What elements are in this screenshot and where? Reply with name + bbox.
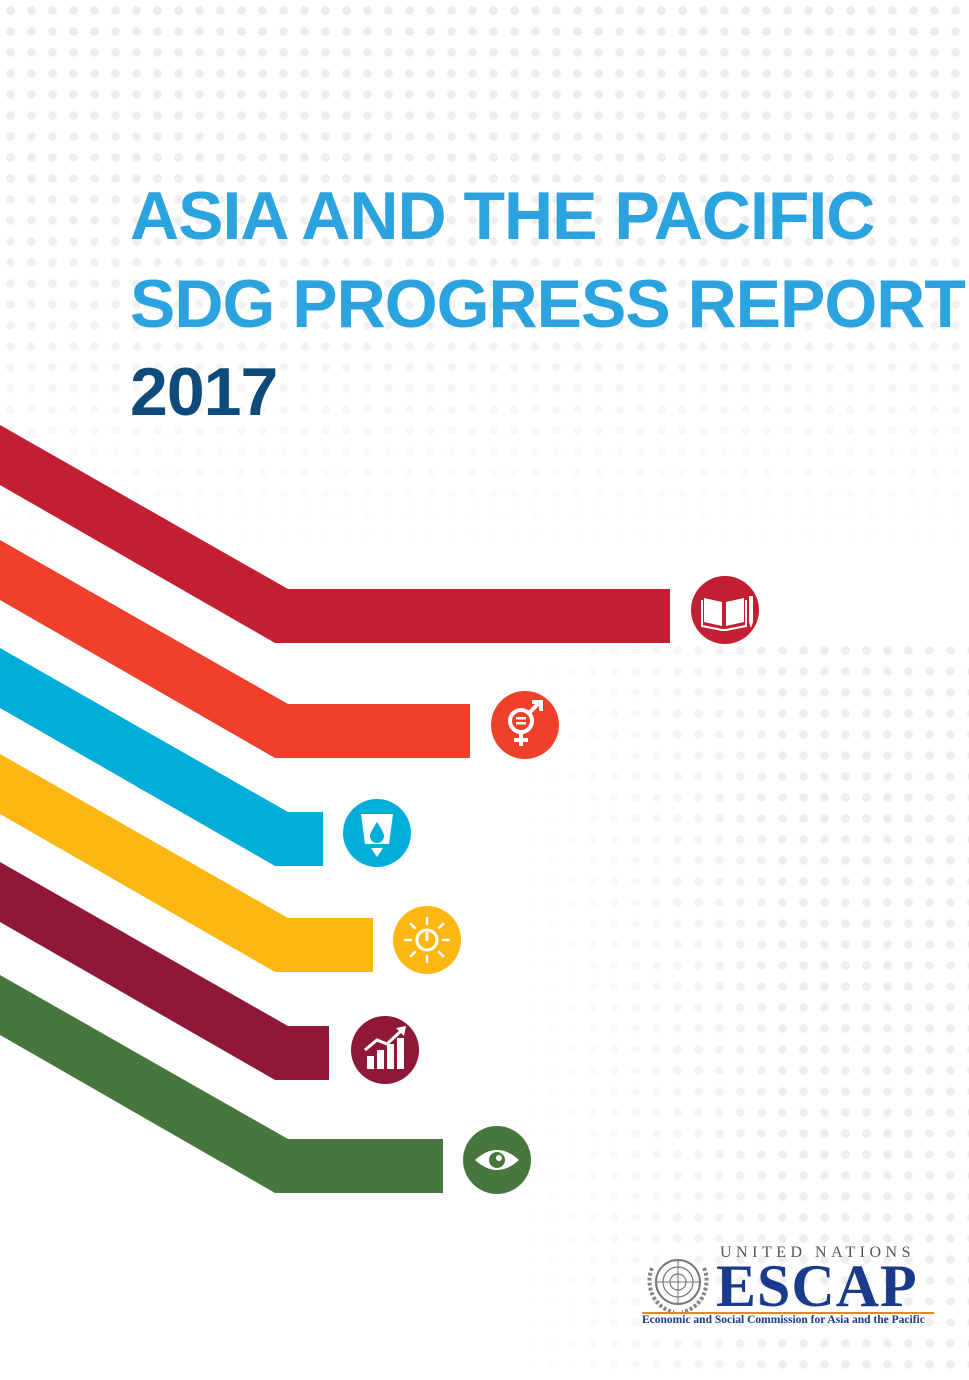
dot-pattern-right	[520, 640, 969, 1380]
stripe-education	[0, 425, 670, 643]
escap-logo: UNITED NATIONS ESCAP Economic and Social…	[642, 1244, 938, 1330]
stripe-growth	[0, 862, 329, 1080]
un-emblem-icon	[647, 1259, 709, 1314]
growth-chart-icon	[351, 1016, 419, 1084]
book-pencil-icon	[691, 576, 759, 644]
org-line: UNITED NATIONS	[720, 1244, 915, 1261]
logo-rule	[642, 1312, 934, 1314]
title-line-2: SDG PROGRESS REPORT	[130, 266, 966, 342]
stripe-gender	[0, 540, 470, 758]
title-line-1: ASIA AND THE PACIFIC	[130, 178, 875, 254]
power-sun-icon	[393, 906, 461, 974]
escap-full-name: Economic and Social Commission for Asia …	[642, 1314, 925, 1326]
escap-acronym: ESCAP	[716, 1253, 918, 1319]
report-year: 2017	[130, 354, 278, 430]
dot-pattern-top	[0, 0, 969, 560]
stripe-water	[0, 648, 323, 866]
eye-globe-icon	[463, 1126, 531, 1194]
gender-equality-icon	[491, 691, 559, 759]
stripe-consumption	[0, 975, 443, 1193]
report-title: ASIA AND THE PACIFIC SDG PROGRESS REPORT…	[130, 172, 966, 436]
stripe-energy	[0, 754, 373, 972]
water-drop-icon	[343, 799, 411, 867]
